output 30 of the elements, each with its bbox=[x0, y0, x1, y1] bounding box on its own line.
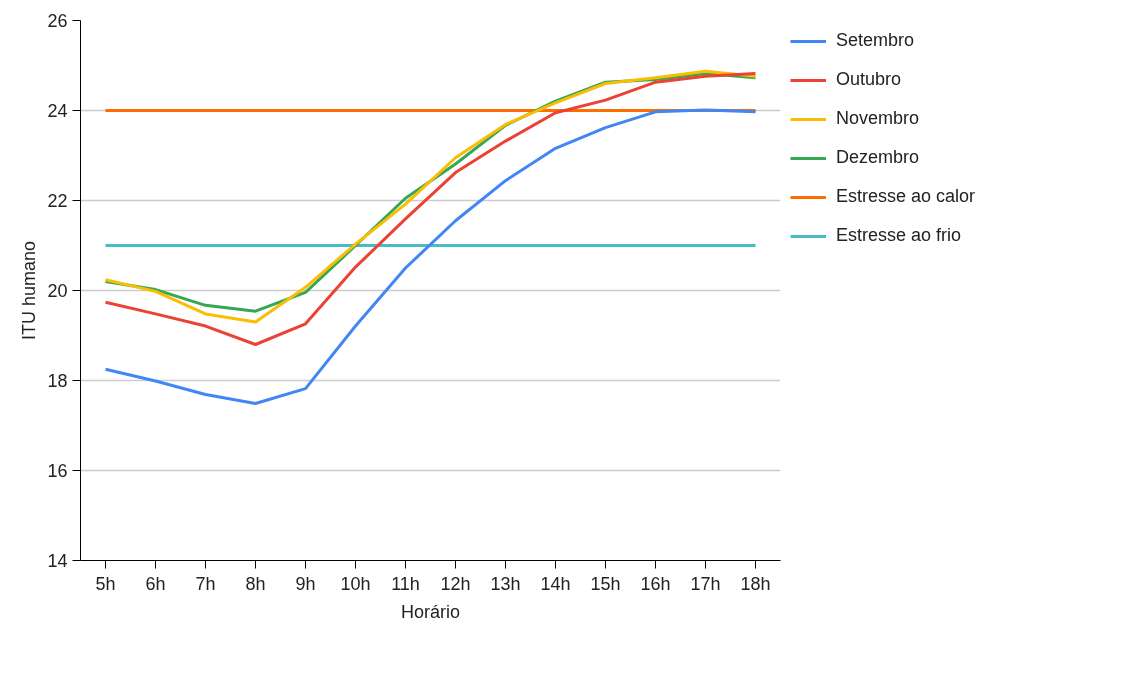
x-tick-label: 8h bbox=[245, 573, 266, 594]
y-tick-label: 14 bbox=[47, 551, 68, 571]
x-tick-label: 14h bbox=[540, 573, 571, 594]
x-tick-label: 6h bbox=[145, 573, 166, 594]
y-axis-title: ITU humano bbox=[19, 240, 40, 341]
legend-label: Estresse ao frio bbox=[836, 225, 962, 246]
y-tick-label: 22 bbox=[47, 191, 68, 211]
x-tick-label: 9h bbox=[295, 573, 316, 594]
legend-label: Estresse ao calor bbox=[836, 186, 976, 207]
x-tick-label: 11h bbox=[391, 573, 420, 594]
y-tick-label: 16 bbox=[47, 461, 68, 481]
y-tick-label: 18 bbox=[47, 371, 68, 391]
x-tick-label: 18h bbox=[740, 573, 771, 594]
legend-label: Setembro bbox=[836, 30, 915, 51]
legend-label: Outubro bbox=[836, 69, 902, 90]
x-tick-label: 10h bbox=[340, 573, 371, 594]
legend-label: Novembro bbox=[836, 108, 920, 129]
x-tick-label: 13h bbox=[490, 573, 521, 594]
x-tick-label: 15h bbox=[590, 573, 621, 594]
x-tick-label: 12h bbox=[440, 573, 471, 594]
x-tick-label: 17h bbox=[690, 573, 721, 594]
y-tick-label: 24 bbox=[47, 101, 68, 121]
y-tick-label: 20 bbox=[47, 281, 68, 301]
y-tick-label: 26 bbox=[47, 11, 68, 31]
x-tick-label: 5h bbox=[95, 573, 116, 594]
x-tick-label: 7h bbox=[195, 573, 216, 594]
legend-label: Dezembro bbox=[836, 147, 920, 168]
line-series bbox=[104, 108, 757, 405]
x-axis-title: Horário bbox=[400, 601, 461, 622]
x-tick-label: 16h bbox=[640, 573, 671, 594]
